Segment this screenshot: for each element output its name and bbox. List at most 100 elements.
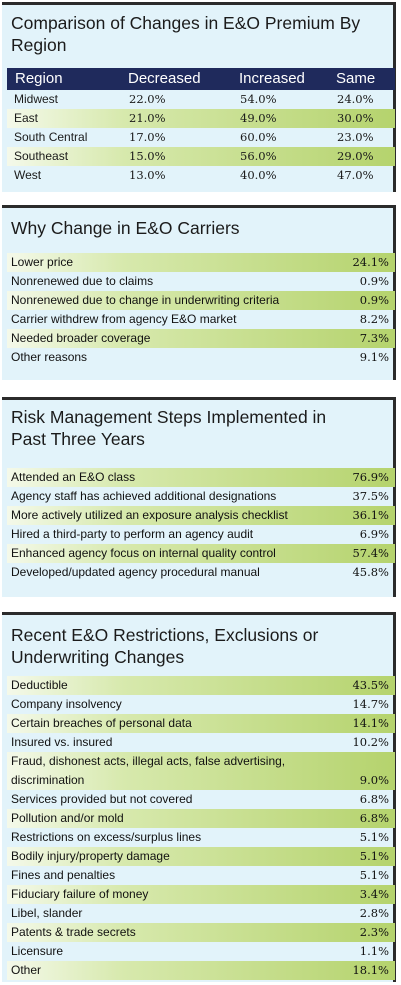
table-row: East 21.0% 49.0% 30.0% — [7, 109, 395, 128]
list-item: Services provided but not covered 6.8% — [7, 790, 395, 809]
table-row: West 13.0% 40.0% 47.0% — [7, 166, 395, 185]
list-item: Carrier withdrew from agency E&O market 8… — [7, 310, 395, 329]
item-label: Agency staff has achieved additional des… — [11, 489, 277, 503]
item-value: 18.1% — [352, 963, 389, 977]
item-label: Developed/updated agency procedural manu… — [11, 565, 260, 579]
panel-top-border — [2, 2, 393, 5]
same-value: 29.0% — [337, 149, 374, 163]
list-item: Licensure 1.1% — [7, 942, 395, 961]
region-name: Southeast — [14, 149, 69, 163]
carrier-change-title: Why Change in E&O Carriers — [11, 218, 240, 238]
decreased-value: 15.0% — [129, 149, 166, 163]
item-value: 36.1% — [352, 508, 389, 522]
item-value: 43.5% — [352, 678, 389, 692]
list-item: Deductible 43.5% — [7, 676, 395, 695]
header-increased: Increased — [239, 70, 305, 87]
decreased-value: 22.0% — [129, 92, 166, 106]
item-label: Nonrenewed due to change in underwriting… — [11, 293, 280, 307]
list-item: Company insolvency 14.7% — [7, 695, 395, 714]
item-value: 3.4% — [359, 887, 389, 901]
increased-value: 56.0% — [240, 149, 277, 163]
list-item: Lower price 24.1% — [7, 253, 395, 272]
item-label: Carrier withdrew from agency E&O market — [11, 312, 237, 326]
item-label: Needed broader coverage — [11, 331, 151, 345]
item-label: Nonrenewed due to claims — [11, 274, 154, 288]
list-item: Insured vs. insured 10.2% — [7, 733, 395, 752]
region-premium-panel: Comparison of Changes in E&O Premium By … — [2, 2, 396, 192]
header-same: Same — [336, 70, 376, 87]
increased-value: 54.0% — [240, 92, 277, 106]
list-item: Libel, slander 2.8% — [7, 904, 395, 923]
list-item: Other reasons 9.1% — [7, 348, 395, 367]
table-row: South Central 17.0% 60.0% 23.0% — [7, 128, 395, 147]
item-value: 2.3% — [359, 925, 389, 939]
list-item: Fines and penalties 5.1% — [7, 866, 395, 885]
increased-value: 60.0% — [240, 130, 277, 144]
item-label: Libel, slander — [11, 906, 83, 920]
item-value: 0.9% — [359, 293, 389, 307]
item-label: Company insolvency — [11, 697, 122, 711]
item-value: 14.1% — [352, 716, 389, 730]
item-label: Deductible — [11, 678, 68, 692]
same-value: 30.0% — [337, 111, 374, 125]
item-label: Other — [11, 963, 42, 977]
item-value: 8.2% — [359, 312, 389, 326]
list-item: Developed/updated agency procedural manu… — [7, 563, 395, 582]
same-value: 24.0% — [337, 92, 374, 106]
item-label: Attended an E&O class — [11, 470, 136, 484]
item-value: 6.9% — [359, 527, 389, 541]
item-value: 14.7% — [352, 697, 389, 711]
region-name: Midwest — [14, 92, 59, 106]
list-item: Hired a third-party to perform an agency… — [7, 525, 395, 544]
item-value: 9.1% — [359, 350, 389, 364]
item-value: 6.8% — [359, 811, 389, 825]
list-item: Attended an E&O class 76.9% — [7, 468, 395, 487]
item-value: 2.8% — [359, 906, 389, 920]
same-value: 23.0% — [337, 130, 374, 144]
table-row: Southeast 15.0% 56.0% 29.0% — [7, 147, 395, 166]
item-value: 5.1% — [359, 868, 389, 882]
list-item: Nonrenewed due to claims 0.9% — [7, 272, 395, 291]
item-label: Licensure — [11, 944, 64, 958]
item-label: Bodily injury/property damage — [11, 849, 170, 863]
item-label: Enhanced agency focus on internal qualit… — [11, 546, 276, 560]
panel-top-border — [2, 397, 393, 400]
list-item: Other 18.1% — [7, 961, 395, 980]
panel-top-border — [2, 612, 393, 615]
header-region: Region — [15, 70, 63, 87]
region-table-header: Region Decreased Increased Same — [7, 68, 395, 90]
item-value: 6.8% — [359, 792, 389, 806]
decreased-value: 21.0% — [129, 111, 166, 125]
list-item: Certain breaches of personal data 14.1% — [7, 714, 395, 733]
restrictions-title: Recent E&O Restrictions, Exclusions or U… — [11, 625, 319, 667]
list-item: Agency staff has achieved additional des… — [7, 487, 395, 506]
list-item: More actively utilized an exposure analy… — [7, 506, 395, 525]
item-label: Other reasons — [11, 350, 88, 364]
increased-value: 49.0% — [240, 111, 277, 125]
risk-management-panel: Risk Management Steps Implemented in Pas… — [2, 397, 396, 597]
item-value: 10.2% — [352, 735, 389, 749]
list-item: Nonrenewed due to change in underwriting… — [7, 291, 395, 310]
item-value: 7.3% — [359, 331, 389, 345]
list-item: Fiduciary failure of money 3.4% — [7, 885, 395, 904]
restrictions-panel: Recent E&O Restrictions, Exclusions or U… — [2, 612, 396, 982]
list-item: Needed broader coverage 7.3% — [7, 329, 395, 348]
region-name: East — [14, 111, 39, 125]
item-label: Hired a third-party to perform an agency… — [11, 527, 254, 541]
item-label: Certain breaches of personal data — [11, 716, 192, 730]
region-premium-title: Comparison of Changes in E&O Premium By … — [11, 13, 361, 55]
list-item: Bodily injury/property damage 5.1% — [7, 847, 395, 866]
item-label: Fines and penalties — [11, 868, 116, 882]
item-value: 76.9% — [352, 470, 389, 484]
item-label: Restrictions on excess/surplus lines — [11, 830, 202, 844]
list-item: Fraud, dishonest acts, illegal acts, fal… — [7, 752, 395, 790]
item-label: Fiduciary failure of money — [11, 887, 149, 901]
item-label: Lower price — [11, 255, 74, 269]
list-item: Patents & trade secrets 2.3% — [7, 923, 395, 942]
item-label: Pollution and/or mold — [11, 811, 124, 825]
item-value: 0.9% — [359, 274, 389, 288]
item-label: Fraud, dishonest acts, illegal acts, fal… — [11, 754, 286, 787]
list-item: Enhanced agency focus on internal qualit… — [7, 544, 395, 563]
item-value: 5.1% — [359, 849, 389, 863]
carrier-change-panel: Why Change in E&O Carriers Lower price 24… — [2, 205, 396, 380]
